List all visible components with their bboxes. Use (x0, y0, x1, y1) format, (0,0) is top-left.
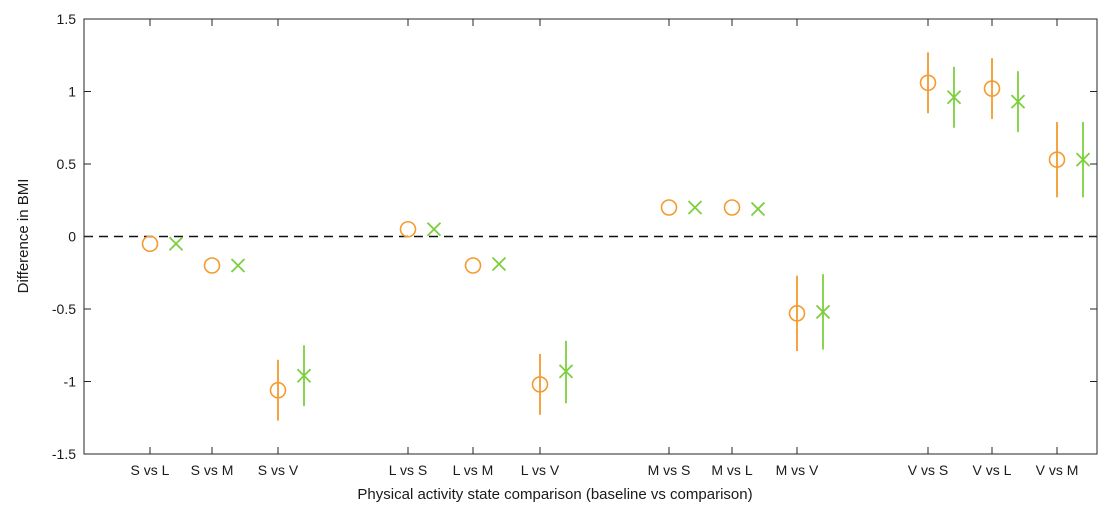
circle-marker (660, 199, 678, 216)
circle-marker (269, 381, 287, 399)
circle-marker (203, 257, 221, 274)
x-marker (1075, 152, 1091, 167)
y-tick-label: -0.5 (52, 301, 76, 317)
y-tick-label: 1.5 (57, 11, 77, 27)
circle-marker (141, 235, 159, 253)
x-tick-label: L vs M (453, 462, 494, 478)
x-marker (1010, 94, 1026, 109)
x-marker (296, 368, 312, 383)
x-tick-label: M vs V (776, 462, 819, 478)
x-marker (558, 364, 574, 379)
y-tick-label: -1 (64, 374, 77, 390)
series-2 (168, 66, 1091, 407)
series-1 (141, 52, 1066, 421)
x-tick-label: V vs S (908, 462, 948, 478)
circle-marker (788, 305, 806, 322)
circle-marker (919, 74, 937, 92)
x-tick-label: S vs V (258, 462, 299, 478)
circle-marker (399, 220, 417, 238)
x-marker (230, 258, 246, 273)
y-axis-label: Difference in BMI (15, 179, 32, 294)
circle-marker (531, 376, 549, 393)
y-tick-label: 1 (68, 84, 76, 100)
circle-marker (723, 199, 741, 216)
x-marker (491, 256, 507, 272)
x-marker (687, 200, 703, 215)
y-axis: -1.5 -1 -0.5 0 0.5 1 1.5 (52, 11, 1097, 462)
data-series (141, 52, 1091, 421)
circle-marker (1048, 151, 1066, 168)
x-marker (168, 236, 184, 251)
x-tick-label: S vs M (191, 462, 234, 478)
x-tick-label: L vs V (521, 462, 560, 478)
x-axis-label: Physical activity state comparison (base… (357, 486, 752, 503)
circle-marker (464, 257, 482, 274)
x-tick-label: V vs M (1036, 462, 1079, 478)
x-marker (426, 222, 442, 237)
x-tick-label: M vs L (711, 462, 752, 478)
x-tick-label: L vs S (389, 462, 427, 478)
x-tick-label: M vs S (648, 462, 691, 478)
x-marker (815, 304, 831, 320)
x-axis: S vs L S vs M S vs V L vs S L vs M L vs V M vs… (131, 19, 1079, 478)
x-marker (750, 201, 766, 217)
x-marker (946, 90, 962, 105)
x-tick-label: V vs L (973, 462, 1012, 478)
x-tick-label: S vs L (131, 462, 170, 478)
y-tick-label: -1.5 (52, 446, 76, 462)
circle-marker (983, 80, 1001, 97)
y-tick-label: 0.5 (57, 156, 77, 172)
y-tick-label: 0 (68, 229, 76, 245)
